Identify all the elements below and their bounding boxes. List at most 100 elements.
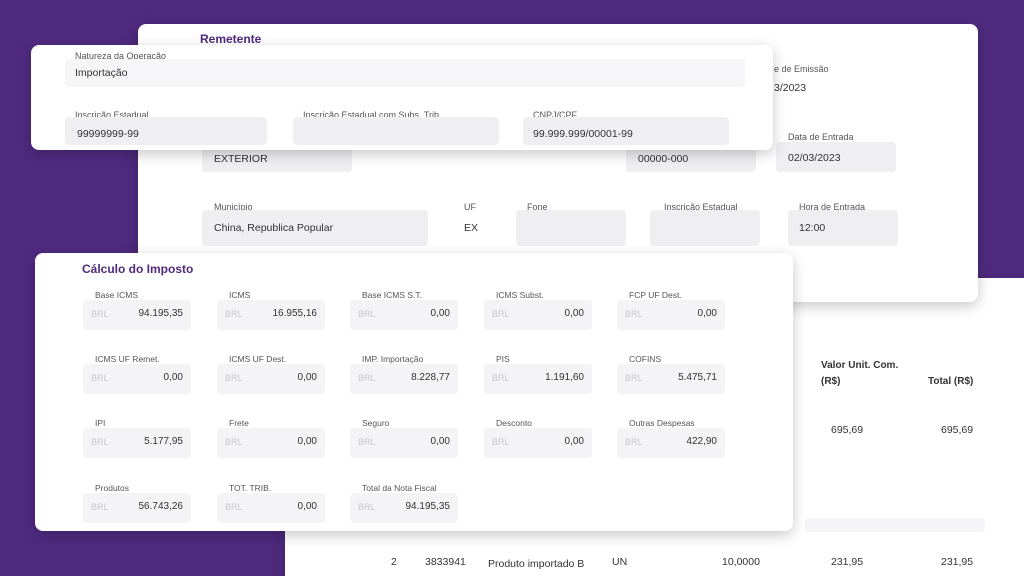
field-value: 0,00 (163, 372, 183, 383)
field-value: 1.191,60 (545, 372, 584, 383)
field-value: 422,90 (686, 436, 717, 447)
uf-label: UF (464, 202, 476, 212)
currency-label: BRL (358, 502, 376, 512)
header-valor-unit-currency: (R$) (821, 376, 841, 387)
inscricao-estadual-label: Inscrição Estadual (75, 110, 149, 120)
tot-trib-field: BRL 0,00 (217, 493, 325, 523)
row2-codigo: 3833941 (425, 556, 466, 568)
data-entrada-label: Data de Entrada (788, 132, 854, 142)
imposto-card: Cálculo do Imposto Base ICMS BRL 94.195,… (35, 253, 793, 531)
cofins-field: BRL 5.475,71 (617, 364, 725, 394)
desconto-field: BRL 0,00 (484, 428, 592, 458)
row2-total: 231,95 (941, 556, 974, 568)
field-value: 0,00 (430, 308, 450, 319)
hora-entrada-value: 12:00 (799, 222, 826, 234)
field-value: 0,00 (564, 308, 584, 319)
currency-label: BRL (225, 502, 243, 512)
fcp-uf-dest-field: BRL 0,00 (617, 300, 725, 330)
inscricao-estadual-value: 99999999-99 (77, 128, 139, 140)
base-icms-field: BRL 94.195,35 (83, 300, 191, 330)
imposto-title: Cálculo do Imposto (82, 262, 194, 276)
pis-field: BRL 1.191,60 (484, 364, 592, 394)
field-label: ICMS UF Dest. (229, 354, 287, 364)
field-label: Base ICMS (95, 290, 138, 300)
currency-label: BRL (225, 373, 243, 383)
field-value: 0,00 (297, 436, 317, 447)
currency-label: BRL (492, 373, 510, 383)
currency-label: BRL (358, 373, 376, 383)
field-label: COFINS (629, 354, 662, 364)
currency-label: BRL (225, 437, 243, 447)
inscricao-subs-label: Inscrição Estadual com Subs. Trib. (303, 110, 442, 120)
municipio-label: Município (214, 202, 253, 212)
field-value: 5.177,95 (144, 436, 183, 447)
base-icms-st-field: BRL 0,00 (350, 300, 458, 330)
field-value: 94.195,35 (138, 308, 184, 319)
currency-label: BRL (91, 502, 109, 512)
currency-label: BRL (492, 437, 510, 447)
row2-item: 2 (391, 556, 397, 568)
ipi-field: BRL 5.177,95 (83, 428, 191, 458)
icms-field: BRL 16.955,16 (217, 300, 325, 330)
field-label: Produtos (95, 483, 130, 493)
currency-label: BRL (625, 373, 643, 383)
header-valor-unit: Valor Unit. Com. (821, 360, 899, 371)
field-label: ICMS (229, 290, 251, 300)
field-value: 16.955,16 (272, 308, 318, 319)
remetente-title: Remetente (200, 32, 262, 46)
frete-field: BRL 0,00 (217, 428, 325, 458)
uf-value: EX (464, 222, 479, 234)
field-value: 5.475,71 (678, 372, 717, 383)
row1-unit: 695,69 (831, 424, 864, 436)
data-emissao-value: 3/2023 (774, 82, 807, 94)
data-emissao-label: e de Emissão (774, 64, 829, 74)
hora-entrada-label: Hora de Entrada (799, 202, 866, 212)
operacao-card: Natureza da Operação Importação Inscriçã… (31, 45, 773, 150)
row2-descricao: Produto importado B (488, 558, 585, 570)
field-value: 0,00 (430, 436, 450, 447)
field-label: TOT. TRIB. (229, 483, 272, 493)
field-label: Seguro (362, 418, 390, 428)
field-label: ICMS UF Remet. (95, 354, 160, 364)
field-label: Outras Despesas (629, 418, 695, 428)
field-value: 94.195,35 (405, 501, 451, 512)
natureza-label: Natureza da Operação (75, 51, 167, 61)
currency-label: BRL (358, 437, 376, 447)
seguro-field: BRL 0,00 (350, 428, 458, 458)
field-value: 8.228,77 (411, 372, 450, 383)
imp-importacao-field: BRL 8.228,77 (350, 364, 458, 394)
outras-despesas-field: BRL 422,90 (617, 428, 725, 458)
currency-label: BRL (91, 309, 109, 319)
fone-label: Fone (527, 202, 548, 212)
currency-label: BRL (625, 437, 643, 447)
currency-label: BRL (225, 309, 243, 319)
header-total: Total (R$) (928, 376, 974, 387)
field-label: Frete (229, 418, 249, 428)
row2-unit: 231,95 (831, 556, 864, 568)
icms-uf-dest-field: BRL 0,00 (217, 364, 325, 394)
field-label: FCP UF Dest. (629, 290, 682, 300)
currency-label: BRL (358, 309, 376, 319)
currency-label: BRL (625, 309, 643, 319)
icms-subst-field: BRL 0,00 (484, 300, 592, 330)
cnpj-value: 99.999.999/00001-99 (533, 128, 633, 140)
produtos-field: BRL 56.743,26 (83, 493, 191, 523)
municipio-value: China, Republica Popular (214, 222, 334, 234)
field-label: IPI (95, 418, 106, 428)
field-value: 0,00 (564, 436, 584, 447)
cep-value: 00000-000 (638, 153, 689, 165)
field-value: 0,00 (297, 501, 317, 512)
row2-qtd: 10,0000 (722, 556, 760, 568)
currency-label: BRL (492, 309, 510, 319)
field-value: 0,00 (697, 308, 717, 319)
field-value: 56.743,26 (138, 501, 184, 512)
data-entrada-value: 02/03/2023 (788, 152, 841, 164)
field-label: ICMS Subst. (496, 290, 544, 300)
cnpj-label: CNPJ/CPF (533, 110, 578, 120)
total-nota-fiscal-field: BRL 94.195,35 (350, 493, 458, 523)
field-label: IMP. Importação (362, 354, 424, 364)
field-value: 0,00 (297, 372, 317, 383)
currency-label: BRL (91, 373, 109, 383)
field-label: Desconto (496, 418, 532, 428)
natureza-value: Importação (75, 67, 128, 79)
